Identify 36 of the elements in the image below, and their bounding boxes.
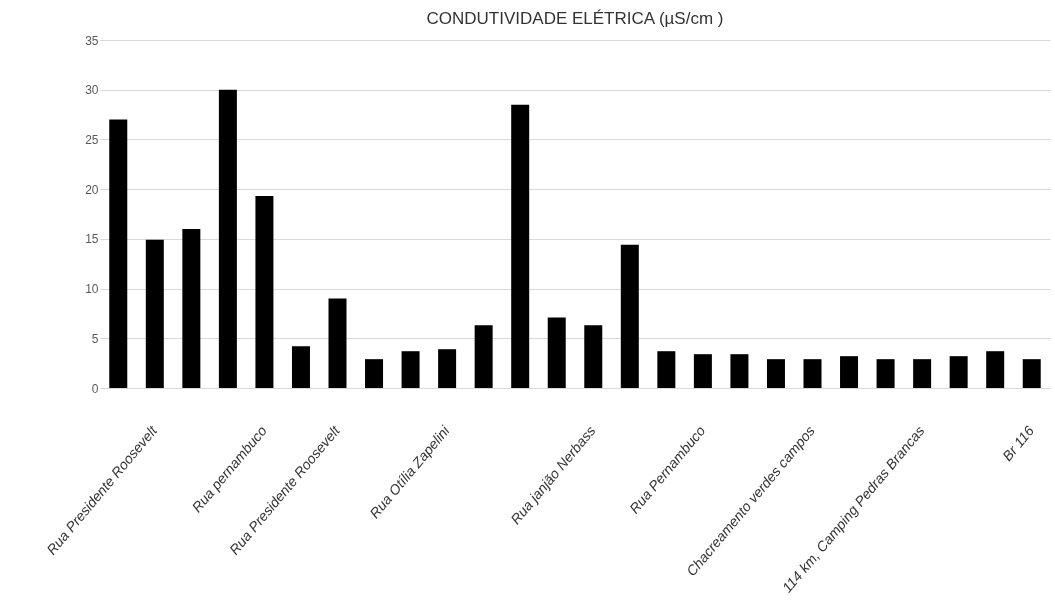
bar (401, 351, 420, 388)
y-tick-label: 35 (85, 33, 99, 48)
bar (620, 244, 639, 388)
bar (876, 359, 895, 388)
bar (730, 354, 749, 388)
bar (438, 349, 457, 388)
bar (913, 359, 932, 388)
bar (474, 325, 493, 388)
y-tick-label: 25 (85, 132, 99, 147)
bar (218, 89, 237, 388)
bar (949, 356, 968, 388)
y-tick-label: 30 (85, 83, 99, 98)
bar (328, 298, 347, 388)
bar (657, 351, 676, 388)
y-tick-label: 15 (85, 232, 99, 247)
x-tick-label: Br 116 (998, 422, 1038, 464)
bar (511, 104, 530, 388)
bar (1022, 359, 1041, 388)
bar (693, 354, 712, 388)
y-tick-label: 5 (91, 331, 99, 346)
bar (291, 346, 310, 388)
bar (547, 317, 566, 388)
bar (766, 359, 785, 388)
y-tick-label: 0 (91, 381, 99, 396)
bar (584, 325, 603, 388)
bar (109, 119, 128, 388)
bar (840, 356, 859, 388)
bar (255, 196, 274, 388)
bar (986, 351, 1005, 388)
bar (182, 228, 201, 388)
bar (365, 359, 384, 388)
chart-title: CONDUTIVIDADE ELÉTRICA (µS/cm ) (426, 9, 724, 28)
bar (803, 359, 822, 388)
y-tick-label: 20 (85, 182, 99, 197)
bar (145, 239, 164, 388)
y-tick-label: 10 (85, 282, 99, 297)
